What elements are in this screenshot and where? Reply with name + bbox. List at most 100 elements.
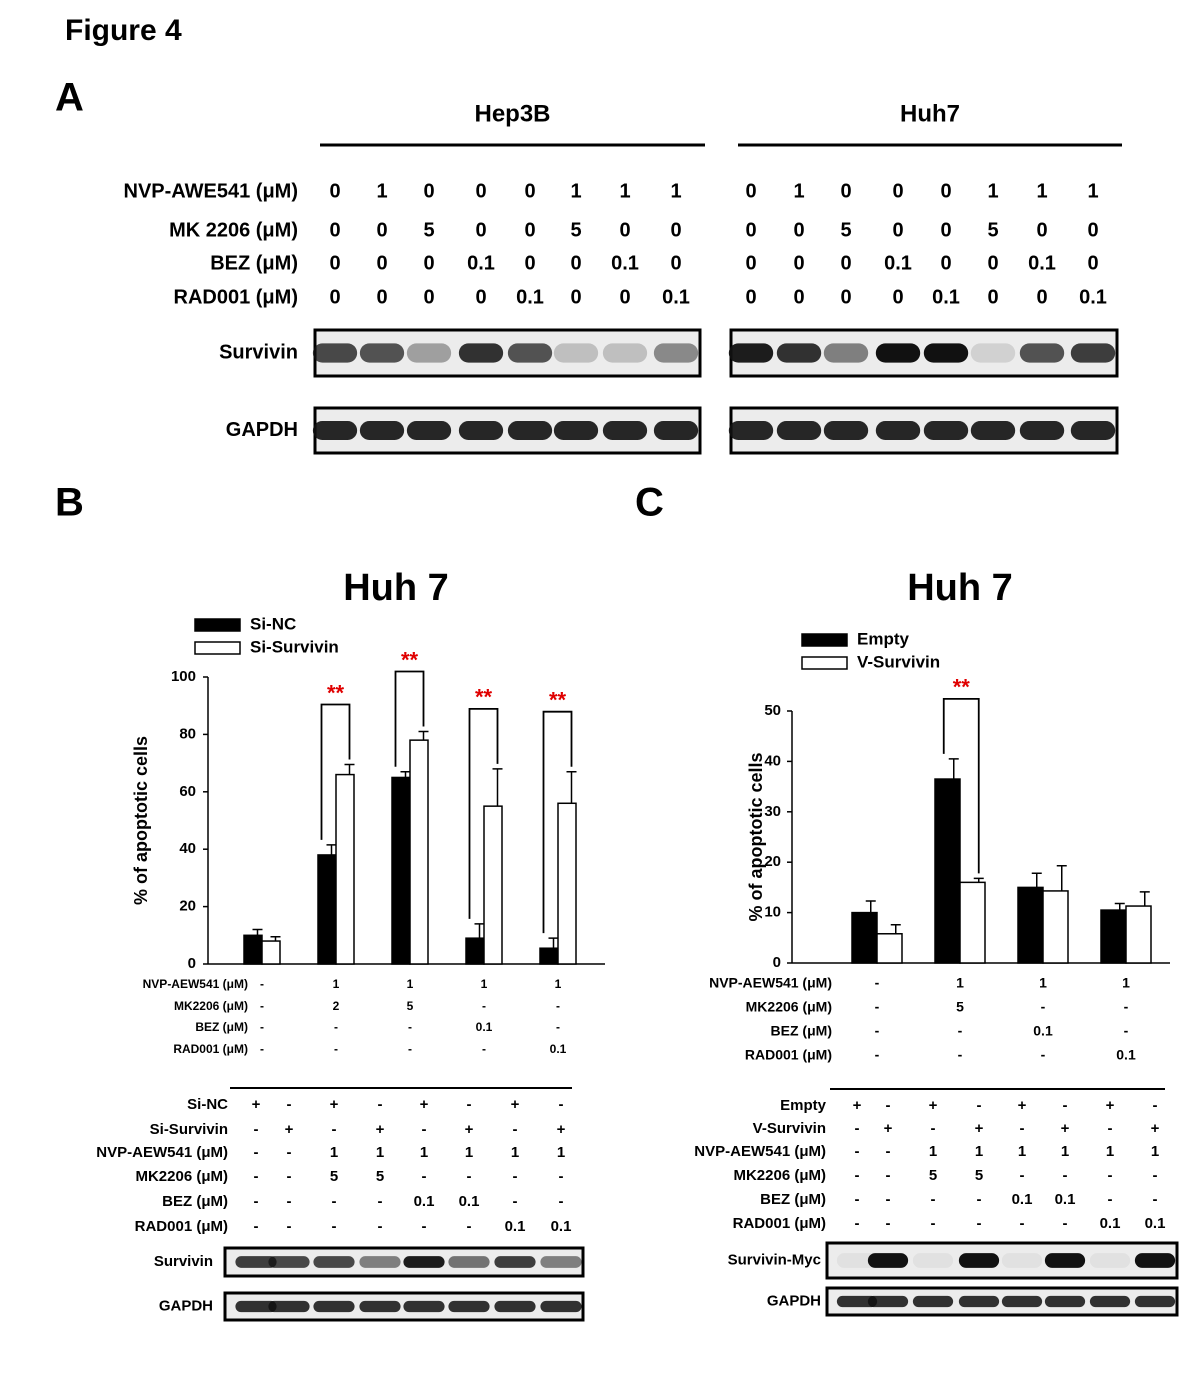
- dose-cell: 0: [940, 219, 951, 241]
- blot-band: [653, 343, 699, 363]
- bar: [1125, 905, 1152, 964]
- blot-band: [268, 1300, 310, 1313]
- treatment-cell: -: [931, 1215, 936, 1232]
- row-label: Si-Survivin: [150, 1121, 228, 1138]
- legend-label: Empty: [857, 629, 910, 648]
- dose-cell: 0: [987, 252, 998, 274]
- bar: [335, 773, 355, 965]
- treatment-cell: +: [1106, 1097, 1115, 1114]
- error-bar: [1056, 864, 1067, 891]
- dose-cell: 0: [840, 180, 851, 202]
- row-label: Empty: [780, 1097, 827, 1114]
- significance-label: **: [549, 688, 567, 713]
- row-label: BEZ (μM): [162, 1193, 228, 1210]
- dose-cell: 0: [570, 252, 581, 274]
- significance-label: **: [401, 647, 419, 672]
- significance-bracket: [320, 703, 351, 840]
- y-tick-label: 20: [179, 898, 196, 915]
- treatment-cell: +: [929, 1097, 938, 1114]
- treatment-cell: 5: [975, 1167, 983, 1184]
- error-bar: [400, 770, 411, 778]
- dose-cell: 1: [376, 180, 387, 202]
- treatment-cell: 0.1: [1116, 1047, 1136, 1063]
- dose-cell: 5: [570, 219, 581, 241]
- significance-label: **: [475, 685, 493, 710]
- legend-label: Si-NC: [250, 614, 296, 633]
- dose-cell: 0.1: [467, 252, 495, 274]
- dose-cell: 0: [892, 219, 903, 241]
- blot-band: [823, 343, 869, 363]
- treatment-cell: -: [1020, 1215, 1025, 1232]
- treatment-cell: 1: [465, 1144, 473, 1161]
- row-label: BEZ (μM): [760, 1191, 826, 1208]
- treatment-cell: 0.1: [476, 1020, 493, 1034]
- blot-band: [602, 343, 648, 363]
- row-label: V-Survivin: [753, 1120, 826, 1137]
- treatment-cell: 1: [929, 1143, 937, 1160]
- error-bar: [566, 770, 577, 804]
- bar: [876, 933, 903, 964]
- blot-band: [836, 1295, 878, 1308]
- blot-band: [867, 1295, 909, 1308]
- treatment-cell: +: [330, 1096, 339, 1113]
- error-bar: [948, 758, 959, 780]
- treatment-cell: 1: [1039, 975, 1047, 991]
- treatment-cell: 1: [1122, 975, 1130, 991]
- dose-cell: 0: [376, 252, 387, 274]
- treatment-cell: -: [467, 1168, 472, 1185]
- dose-cell: 0: [619, 286, 630, 308]
- blot-band: [312, 343, 358, 363]
- row-label: RAD001 (μM): [733, 1215, 826, 1232]
- dose-cell: 0: [670, 252, 681, 274]
- treatment-label: MK2206 (μM): [746, 999, 832, 1015]
- dose-cell: 0: [793, 219, 804, 241]
- row-label: MK2206 (μM): [135, 1168, 228, 1185]
- blot-band: [728, 343, 774, 363]
- treatment-label: NVP-AEW541 (μM): [143, 977, 248, 991]
- treatment-cell: +: [420, 1096, 429, 1113]
- treatment-cell: -: [287, 1096, 292, 1113]
- dose-cell: 0: [940, 180, 951, 202]
- blot-band: [912, 1253, 954, 1268]
- treatment-cell: -: [287, 1168, 292, 1185]
- treatment-cell: 1: [333, 977, 340, 991]
- treatment-cell: -: [378, 1218, 383, 1235]
- treatment-cell: -: [467, 1218, 472, 1235]
- treatment-cell: -: [1041, 999, 1046, 1015]
- treatment-cell: -: [1108, 1191, 1113, 1208]
- treatment-cell: 0.1: [1055, 1191, 1076, 1208]
- error-bar: [492, 768, 503, 807]
- treatment-cell: -: [1020, 1120, 1025, 1137]
- treatment-cell: 5: [330, 1168, 338, 1185]
- treatment-cell: -: [875, 999, 880, 1015]
- treatment-cell: -: [408, 1042, 412, 1056]
- legend-swatch: [194, 618, 241, 632]
- y-tick-label: 100: [171, 668, 196, 685]
- panel-label: A: [55, 76, 84, 120]
- treatment-cell: -: [931, 1120, 936, 1137]
- legend-swatch: [801, 633, 848, 647]
- treatment-cell: -: [467, 1096, 472, 1113]
- blot-band: [540, 1256, 582, 1268]
- significance-label: **: [327, 680, 345, 705]
- blot-label: GAPDH: [159, 1297, 213, 1314]
- bar: [465, 937, 485, 965]
- treatment-cell: -: [556, 1020, 560, 1034]
- blot-band: [448, 1256, 490, 1268]
- dose-cell: 0: [423, 286, 434, 308]
- row-label: NVP-AWE541 (μM): [124, 180, 298, 202]
- treatment-cell: 5: [956, 999, 964, 1015]
- chart-title: Huh 7: [343, 567, 449, 609]
- treatment-cell: -: [254, 1218, 259, 1235]
- treatment-cell: -: [287, 1144, 292, 1161]
- treatment-cell: +: [285, 1121, 294, 1138]
- blot-band: [403, 1256, 445, 1268]
- dose-cell: 0.1: [516, 286, 544, 308]
- blot-band: [875, 343, 921, 363]
- dose-cell: 0: [475, 286, 486, 308]
- treatment-cell: -: [1153, 1097, 1158, 1114]
- dose-cell: 0: [329, 252, 340, 274]
- bar: [483, 805, 503, 965]
- blot-band: [235, 1300, 277, 1313]
- treatment-cell: -: [1041, 1047, 1046, 1063]
